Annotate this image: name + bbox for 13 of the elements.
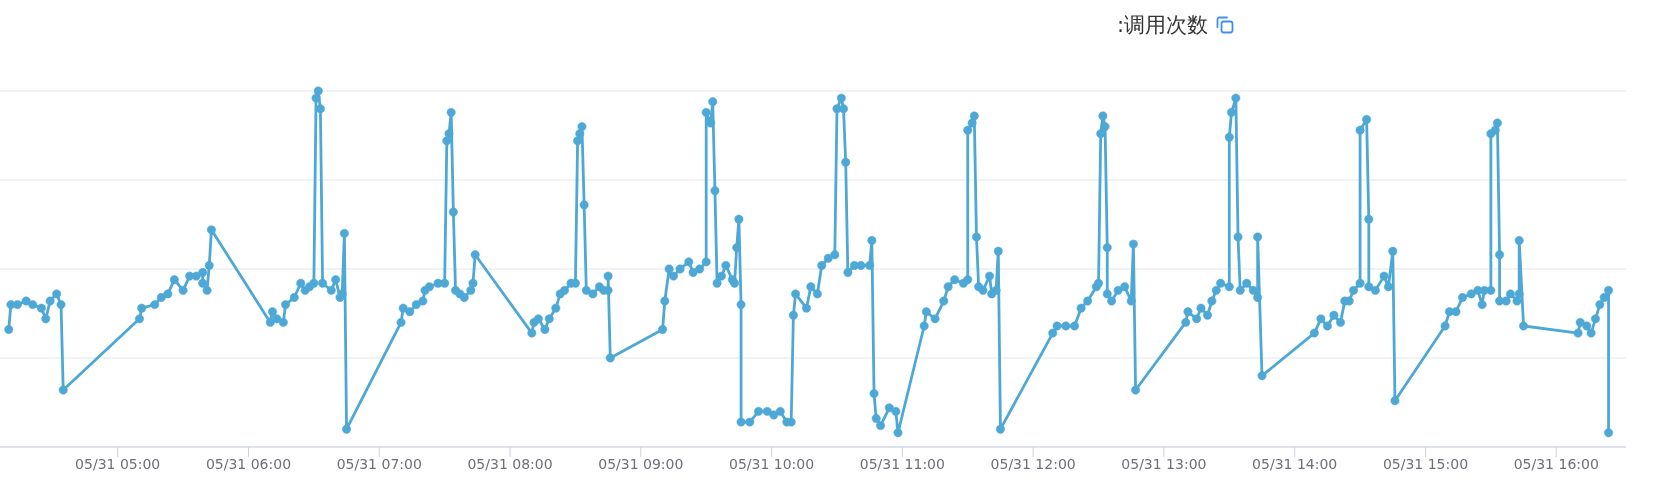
x-tick-label: 05/31 16:00 xyxy=(1513,455,1599,472)
x-tick-label: 05/31 10:00 xyxy=(729,455,815,472)
chart-title: :调用次数 xyxy=(1116,12,1208,39)
x-tick-label: 05/31 05:00 xyxy=(75,455,161,472)
x-tick-label: 05/31 11:00 xyxy=(859,455,945,472)
x-tick-label: 05/31 06:00 xyxy=(205,455,292,472)
x-tick-label: 05/31 07:00 xyxy=(336,455,422,472)
x-tick-label: 05/31 14:00 xyxy=(1252,455,1338,472)
x-tick-label: 05/31 15:00 xyxy=(1382,455,1469,472)
x-tick-label: 05/31 08:00 xyxy=(467,455,553,472)
x-tick-label: 05/31 09:00 xyxy=(598,455,684,472)
x-tick-label: 05/31 12:00 xyxy=(990,455,1076,472)
x-tick-label: 05/31 13:00 xyxy=(1121,455,1207,472)
